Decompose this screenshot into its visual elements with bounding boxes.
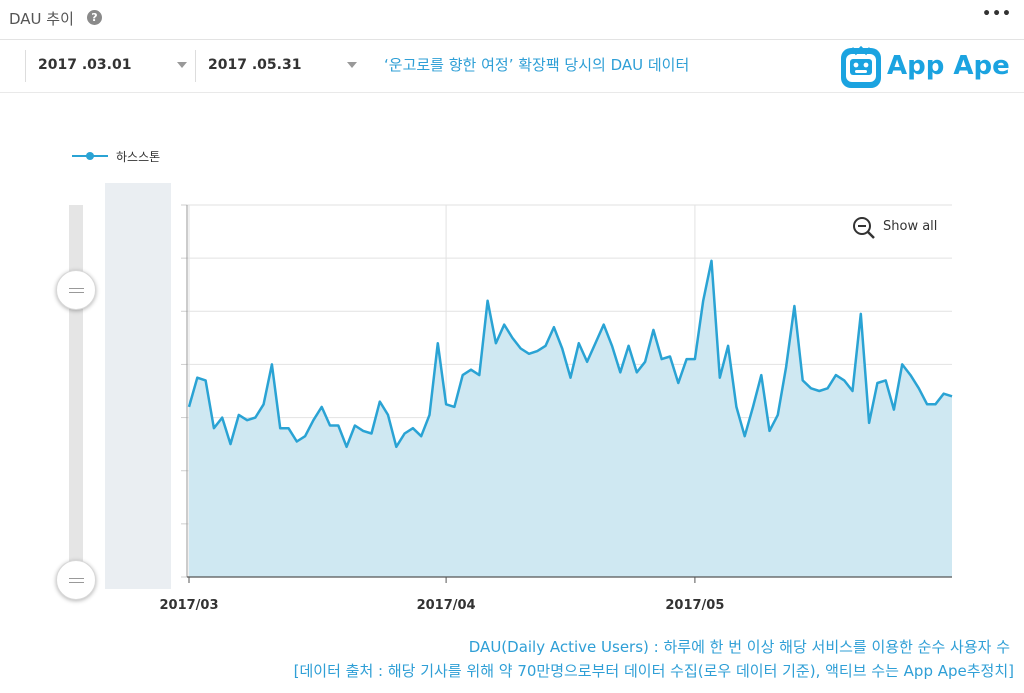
- page-title: DAU 추이: [9, 10, 74, 28]
- monkey-logo-icon: [841, 45, 881, 88]
- grip-icon: [69, 288, 84, 289]
- logo-text: App Ape: [887, 51, 1010, 81]
- zoom-out-icon: [853, 217, 875, 239]
- grip-icon: [69, 578, 84, 579]
- dau-definition: DAU(Daily Active Users) : 하루에 한 번 이상 해당 …: [468, 638, 1010, 656]
- ellipsis-icon[interactable]: •••: [982, 6, 1012, 22]
- end-date-select[interactable]: 2017 .05.31: [195, 50, 365, 82]
- navigator-window[interactable]: [105, 183, 171, 589]
- question-circle-icon[interactable]: ?: [87, 10, 102, 25]
- data-source-note: [데이터 출처 : 해당 기사를 위해 약 70만명으로부터 데이터 수집(로우…: [293, 662, 1014, 680]
- x-tick-label: 2017/05: [665, 598, 724, 613]
- start-date-value: 2017 .03.01: [38, 57, 132, 73]
- series-area: [189, 260, 952, 577]
- range-slider-handle-bottom[interactable]: [56, 560, 96, 600]
- title-bar: DAU 추이 ? •••: [0, 0, 1024, 40]
- start-date-select[interactable]: 2017 .03.01: [25, 50, 195, 82]
- legend-label: 하스스톤: [116, 150, 161, 164]
- chevron-down-icon: [347, 62, 357, 68]
- filter-bar: 2017 .03.01 2017 .05.31 ‘운고로를 향한 여정’ 확장팩…: [0, 41, 1024, 93]
- chart-note: ‘운고로를 향한 여정’ 확장팩 당시의 DAU 데이터: [384, 56, 690, 74]
- range-slider-handle-top[interactable]: [56, 270, 96, 310]
- x-tick-label: 2017/04: [417, 598, 476, 613]
- grip-icon: [69, 582, 84, 583]
- legend-marker: [86, 152, 94, 160]
- chevron-down-icon: [177, 62, 187, 68]
- show-all-label: Show all: [883, 219, 938, 234]
- series-line: [187, 259, 953, 449]
- grip-icon: [69, 292, 84, 293]
- end-date-value: 2017 .05.31: [208, 57, 302, 73]
- x-tick-label: 2017/03: [159, 598, 218, 613]
